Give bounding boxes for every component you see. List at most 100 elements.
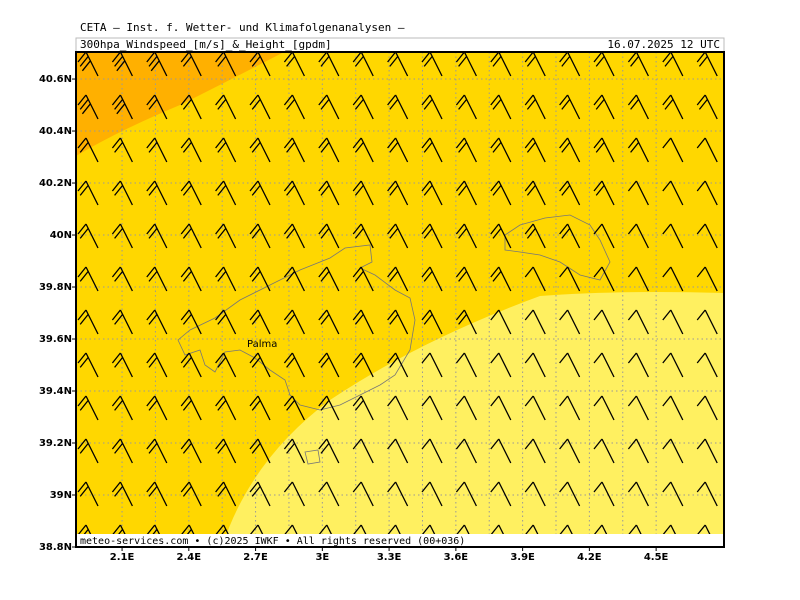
wind-barb [146, 352, 168, 378]
x-tick-label: 2.7E [243, 552, 268, 563]
wind-barb [111, 266, 133, 292]
wind-barb [455, 395, 477, 421]
wind-barb [249, 180, 271, 206]
wind-barb [559, 481, 581, 507]
wind-barb [146, 266, 168, 292]
wind-barb [421, 52, 443, 77]
wind-barb [662, 52, 684, 77]
wind-barb [627, 481, 649, 507]
map-frame [75, 51, 725, 548]
wind-barb [524, 180, 546, 206]
wind-barb [146, 137, 168, 163]
wind-barb [662, 223, 684, 249]
wind-barb [593, 481, 615, 507]
wind-barb [249, 137, 271, 163]
wind-barb [455, 309, 477, 335]
wind-barb [662, 481, 684, 507]
city-label: Palma [247, 339, 277, 350]
wind-barb [249, 438, 271, 464]
ticks: 2.1E 2.4E 2.7E 3E 3.3E 3.6E 3.9E 4.2E 4.5E 38.8N 3… [39, 74, 669, 563]
wind-barb [421, 438, 443, 464]
wind-barb [662, 266, 684, 292]
wind-barb [180, 352, 202, 378]
footer-bg [77, 534, 723, 546]
wind-barb [559, 309, 581, 335]
wind-barb [387, 352, 409, 378]
wind-barb [283, 94, 305, 120]
wind-barb [387, 309, 409, 335]
wind-barb [77, 352, 99, 378]
wind-barb [524, 395, 546, 421]
wind-barb [490, 481, 512, 507]
wind-barb [180, 94, 202, 120]
wind-barb [455, 137, 477, 163]
wind-barb [318, 52, 340, 77]
x-tick-label: 3.9E [510, 552, 535, 563]
wind-barb [352, 266, 374, 292]
wind-barb [180, 309, 202, 335]
y-tick-label: 40.6N [39, 74, 72, 85]
wind-barb [215, 52, 237, 77]
wind-barb [111, 352, 133, 378]
wind-barb [180, 137, 202, 163]
wind-barb [421, 223, 443, 249]
wind-barb [180, 438, 202, 464]
wind-barb [318, 223, 340, 249]
wind-barb [77, 438, 99, 464]
wind-barb [559, 180, 581, 206]
wind-barb [352, 180, 374, 206]
wind-barb [249, 352, 271, 378]
wind-barb [593, 266, 615, 292]
product: 300hpa_Windspeed_[m/s]_&_Height_[gpdm] [80, 38, 332, 51]
x-tick-label: 4.5E [644, 552, 669, 563]
wind-barb [318, 395, 340, 421]
wind-barb [146, 309, 168, 335]
wind-barb [77, 94, 99, 120]
wind-barb [593, 52, 615, 77]
wind-barb [283, 266, 305, 292]
y-tick-label: 39N [50, 490, 72, 501]
y-tick-label: 40.4N [39, 126, 72, 137]
wind-barb [318, 309, 340, 335]
wind-barb [352, 481, 374, 507]
wind-barb [455, 223, 477, 249]
wind-barb [421, 180, 443, 206]
wind-barb [318, 266, 340, 292]
wind-barb [593, 180, 615, 206]
x-tick-label: 3E [315, 552, 329, 563]
wind-barb [696, 180, 718, 206]
wind-barb [111, 223, 133, 249]
wind-barb [662, 309, 684, 335]
wind-barb [215, 180, 237, 206]
wind-barb [696, 395, 718, 421]
wind-barb [111, 137, 133, 163]
wind-barb [662, 352, 684, 378]
wind-barb [77, 180, 99, 206]
wind-barb [249, 309, 271, 335]
wind-barbs [77, 52, 718, 547]
wind-barb [215, 395, 237, 421]
y-tick-label: 38.8N [39, 542, 72, 553]
wind-barb [111, 438, 133, 464]
wind-barb [593, 223, 615, 249]
wind-barb [455, 94, 477, 120]
wind-barb [559, 52, 581, 77]
wind-barb [283, 352, 305, 378]
wind-barb [524, 438, 546, 464]
wind-barb [524, 223, 546, 249]
wind-barb [421, 395, 443, 421]
coast-menorca [504, 214, 611, 281]
coast-cabrera [304, 449, 321, 465]
wind-barb [318, 352, 340, 378]
wind-barb [318, 438, 340, 464]
wind-barb [77, 52, 99, 77]
wind-barb [524, 266, 546, 292]
zone-low [222, 292, 724, 547]
wind-barb [352, 94, 374, 120]
wind-barb [490, 352, 512, 378]
wind-barb [490, 309, 512, 335]
wind-barb [215, 352, 237, 378]
wind-barb [387, 52, 409, 77]
wind-barb [627, 180, 649, 206]
